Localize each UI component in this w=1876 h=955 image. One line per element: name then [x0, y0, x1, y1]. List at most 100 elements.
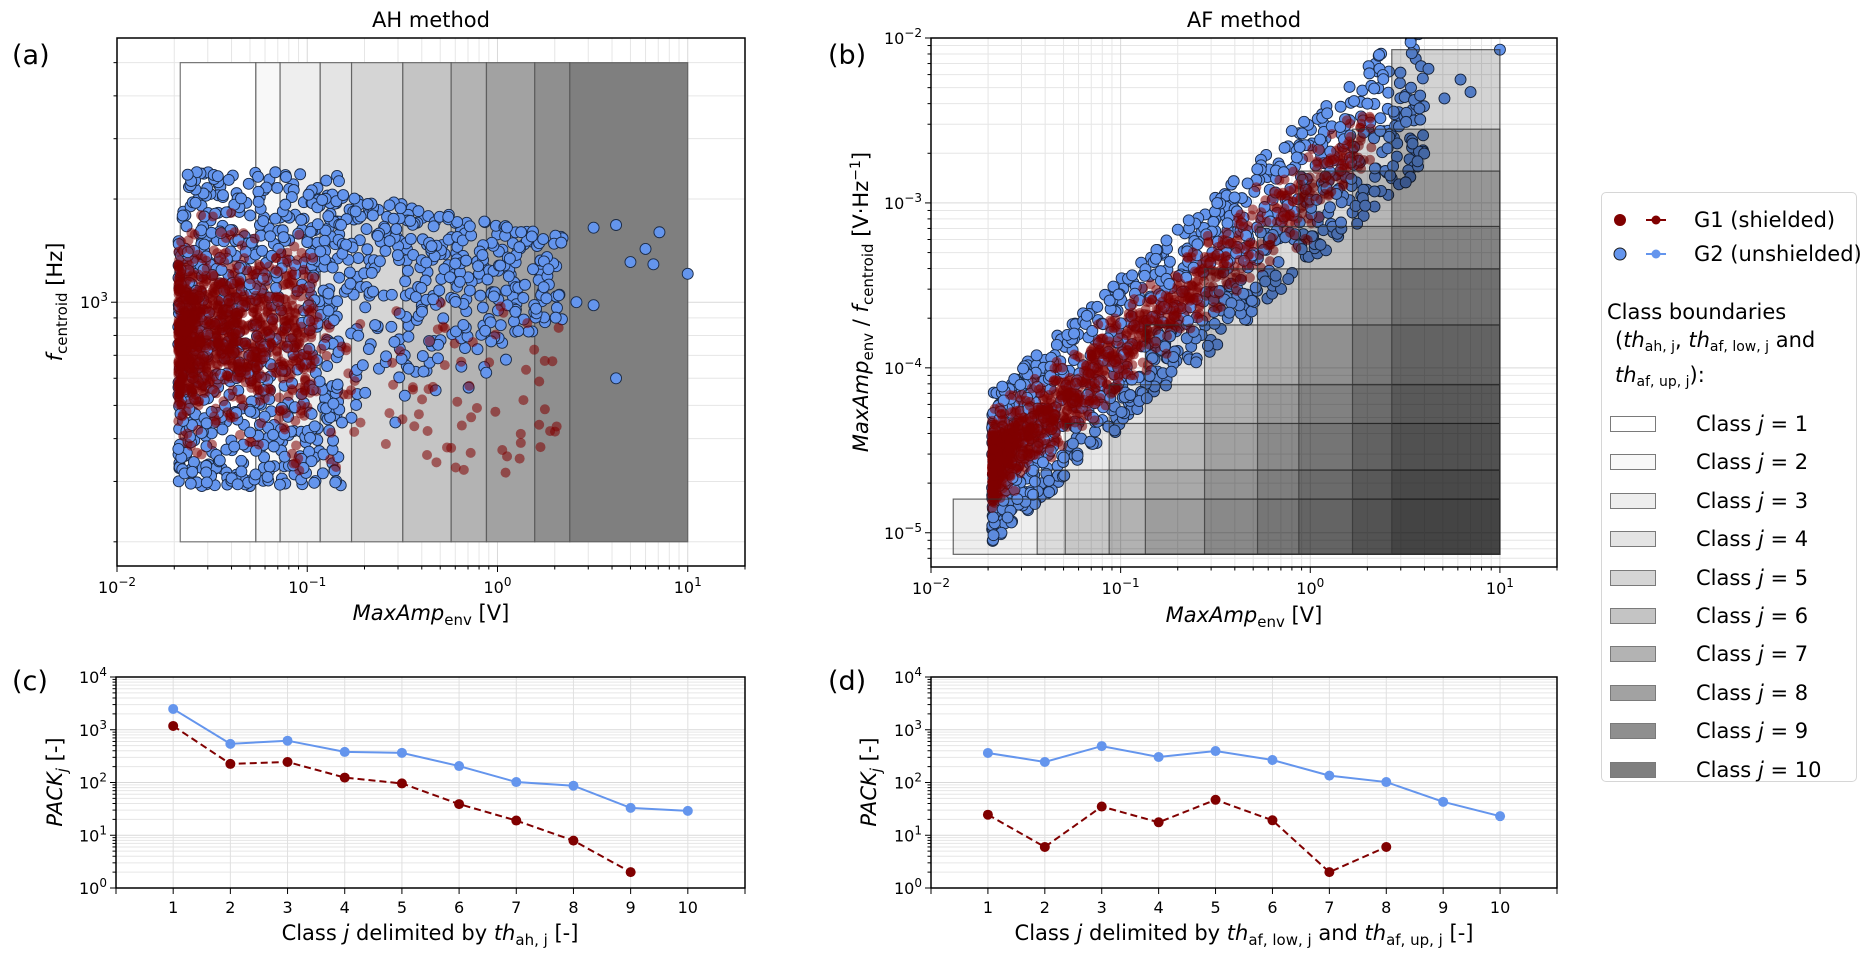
- g2-point: [311, 218, 324, 231]
- g2-point: [587, 221, 600, 234]
- g2-point: [343, 266, 356, 279]
- g2-point: [481, 273, 494, 286]
- g1-point: [186, 440, 197, 451]
- g1-point: [999, 409, 1010, 420]
- g2-point: [318, 234, 331, 247]
- g1-point: [270, 264, 281, 275]
- g1-point: [259, 393, 270, 404]
- g1-point: [988, 444, 999, 455]
- g2-point: [1050, 339, 1063, 351]
- g1-point: [183, 235, 194, 246]
- class-swatch-icon: [1610, 608, 1656, 624]
- xlabel-sub: ah, j: [515, 931, 547, 949]
- tick-label-y: 101: [894, 823, 922, 845]
- xlabel-sub: env: [1257, 613, 1285, 631]
- th-af-up: th: [1615, 363, 1637, 387]
- g1-point: [173, 246, 184, 257]
- g2-point: [1207, 215, 1220, 228]
- g2-point: [479, 324, 492, 337]
- class-swatch-icon: [1610, 454, 1656, 471]
- g1-point: [202, 370, 213, 381]
- tick-label-y: 103: [79, 718, 107, 740]
- chart-c-grid: [116, 676, 745, 889]
- g2-point: [1412, 21, 1423, 32]
- g2-point: [211, 170, 224, 183]
- g1-point: [198, 273, 209, 284]
- g1-point: [1071, 392, 1082, 403]
- g1-point: [178, 409, 189, 420]
- g2-point: [387, 212, 400, 225]
- g1-point: [547, 356, 558, 367]
- g2-point: [460, 254, 473, 267]
- tick-label-x: 8: [1381, 898, 1391, 917]
- g2-point: [186, 465, 199, 478]
- g2-point: [200, 476, 213, 489]
- ylabel-sub: env: [859, 333, 877, 361]
- g1-point: [1274, 175, 1285, 186]
- g1-data-point: [1381, 841, 1392, 852]
- chart-b-ylabel: MaxAmpenv / fcentroid [V·Hz−1]: [848, 152, 877, 452]
- g1-point: [246, 379, 257, 390]
- legend-label-g2: G2 (unshielded): [1694, 242, 1862, 266]
- g2-point: [527, 263, 539, 276]
- g1-point: [290, 415, 301, 426]
- g1-point: [307, 252, 318, 263]
- g2-point: [331, 378, 344, 391]
- g1-point: [320, 333, 331, 344]
- g2-point: [187, 456, 200, 469]
- g1-point: [987, 486, 998, 497]
- g1-point: [384, 408, 395, 419]
- chart-b-points: [986, 21, 1506, 547]
- g1-point: [294, 465, 305, 476]
- g2-point: [487, 290, 500, 303]
- g1-point: [518, 395, 529, 406]
- g2-point: [1361, 97, 1374, 110]
- g1-point: [220, 233, 231, 244]
- tick-label-y: 100: [894, 876, 922, 898]
- g1-point: [1084, 395, 1095, 406]
- g1-data-point: [282, 756, 293, 767]
- g1-point: [331, 461, 342, 472]
- g1-point: [1244, 249, 1255, 260]
- g1-point: [217, 322, 228, 333]
- g1-point: [177, 311, 188, 322]
- legend-item-class-9: Class j = 9: [1602, 716, 1808, 746]
- g2-data-point: [1438, 796, 1449, 807]
- g2-data-point: [1210, 746, 1221, 757]
- g1-point: [1216, 239, 1227, 250]
- g1-point: [1281, 212, 1292, 223]
- g1-point: [553, 322, 564, 333]
- xlabel-pre: Class: [1015, 921, 1077, 945]
- chart-b-title: AF method: [1187, 8, 1301, 32]
- g2-point: [401, 264, 414, 277]
- g2-point: [200, 466, 213, 479]
- g2-point: [326, 261, 339, 274]
- g1-point: [1303, 152, 1314, 163]
- tick-label-x: 4: [1154, 898, 1164, 917]
- g1-point: [282, 257, 293, 268]
- g1-point: [471, 402, 482, 413]
- g2-point: [244, 426, 256, 439]
- g1-point: [229, 227, 240, 238]
- g1-point: [355, 319, 366, 330]
- g2-point: [1298, 115, 1310, 128]
- g2-point: [383, 235, 396, 248]
- tick-label-x: 3: [1097, 898, 1107, 917]
- xlabel-unit: [V]: [472, 601, 509, 625]
- g1-point: [230, 346, 241, 357]
- g2-point: [1091, 300, 1104, 313]
- g1-point: [262, 306, 273, 317]
- g1-point: [409, 421, 420, 432]
- g1-point: [179, 291, 190, 302]
- g1-point: [1227, 238, 1238, 249]
- heading-end: ):: [1689, 363, 1705, 387]
- legend-label-class: Class j = 9: [1696, 719, 1809, 744]
- g2-point: [216, 423, 229, 436]
- g1-point: [1193, 275, 1204, 286]
- g2-point: [277, 231, 290, 244]
- g1-point: [266, 339, 277, 350]
- g1-point: [225, 291, 236, 302]
- panel-label-d: (d): [828, 666, 866, 697]
- g2-point: [333, 271, 346, 284]
- g2-point: [402, 362, 415, 375]
